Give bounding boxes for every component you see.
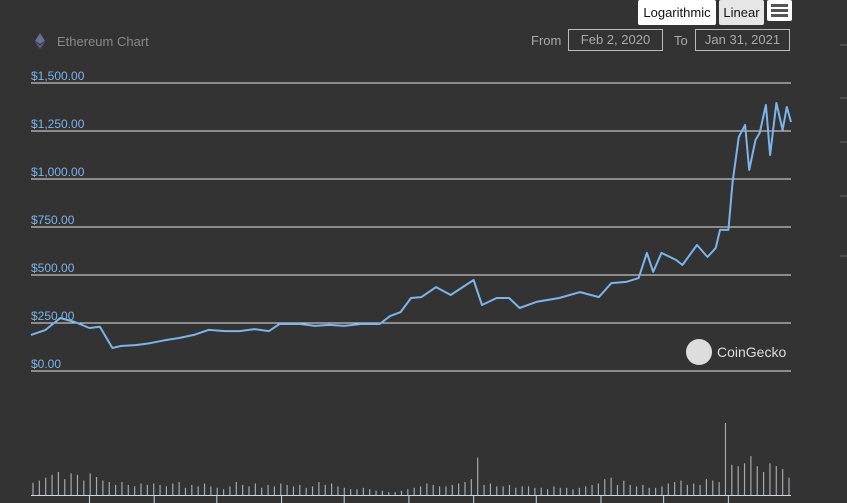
to-date-input[interactable]: Jan 31, 2021 [695, 29, 790, 51]
from-label: From [531, 33, 562, 48]
chart-title: Ethereum Chart [57, 34, 149, 49]
from-date-input[interactable]: Feb 2, 2020 [568, 29, 663, 51]
coingecko-logo-icon [686, 339, 712, 365]
hamburger-icon [771, 4, 788, 7]
y-tick-label: $1,000.00 [31, 165, 85, 179]
price-line [30, 102, 792, 349]
logarithmic-scale-button[interactable]: Logarithmic [638, 0, 716, 25]
y-tick-label: $1,500.00 [31, 69, 85, 83]
watermark-text: CoinGecko [717, 344, 787, 360]
y-tick-label: $0.00 [31, 357, 61, 371]
ethereum-icon [35, 33, 45, 49]
to-label: To [674, 33, 688, 48]
chart-menu-button[interactable] [767, 0, 792, 21]
hamburger-line [771, 14, 788, 17]
y-tick-label: $1,250.00 [31, 117, 85, 131]
linear-scale-button[interactable]: Linear [719, 0, 764, 25]
hamburger-line [771, 9, 788, 12]
coingecko-watermark: CoinGecko [686, 339, 786, 365]
y-tick-label: $750.00 [31, 213, 75, 227]
y-tick-label: $500.00 [31, 261, 75, 275]
